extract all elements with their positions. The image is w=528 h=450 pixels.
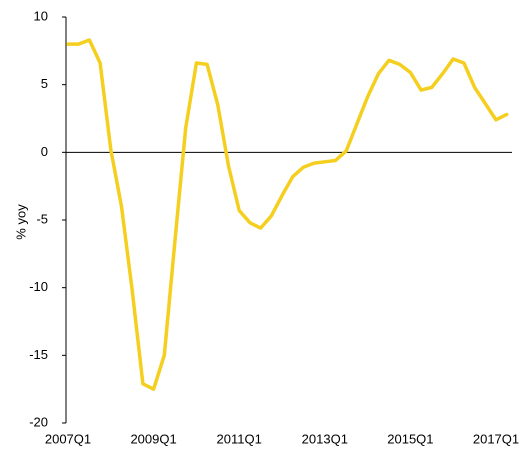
y-tick-label: -5 (36, 211, 48, 226)
y-tick-label: 0 (41, 144, 48, 159)
x-tick-label: 2017Q1 (473, 431, 519, 446)
x-tick-label: 2013Q1 (302, 431, 348, 446)
series-line (66, 38, 509, 391)
x-tick-label: 2015Q1 (387, 431, 433, 446)
y-tick-label: 10 (34, 8, 48, 23)
x-tick-label: 2007Q1 (45, 431, 91, 446)
y-axis-label: % yoy (13, 204, 28, 240)
y-tick-label: 5 (41, 76, 48, 91)
x-tick-label: 2011Q1 (217, 431, 262, 446)
y-tick-label: -15 (29, 347, 48, 362)
x-tick-label: 2009Q1 (130, 431, 176, 446)
y-tick-label: -20 (29, 414, 48, 429)
y-tick-label: -10 (29, 279, 48, 294)
